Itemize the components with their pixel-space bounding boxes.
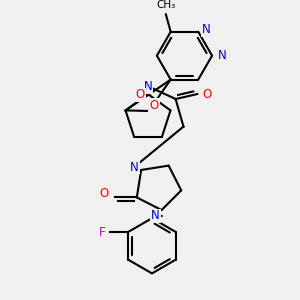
Text: O: O xyxy=(100,187,109,200)
Text: N: N xyxy=(218,49,227,62)
Text: F: F xyxy=(99,226,106,238)
Text: N: N xyxy=(144,80,152,93)
Text: O: O xyxy=(136,88,145,101)
Text: O: O xyxy=(149,99,159,112)
Text: N: N xyxy=(130,160,139,173)
Text: N: N xyxy=(202,23,211,36)
Text: N: N xyxy=(151,209,160,223)
Text: CH₃: CH₃ xyxy=(156,0,176,10)
Text: O: O xyxy=(202,88,212,100)
